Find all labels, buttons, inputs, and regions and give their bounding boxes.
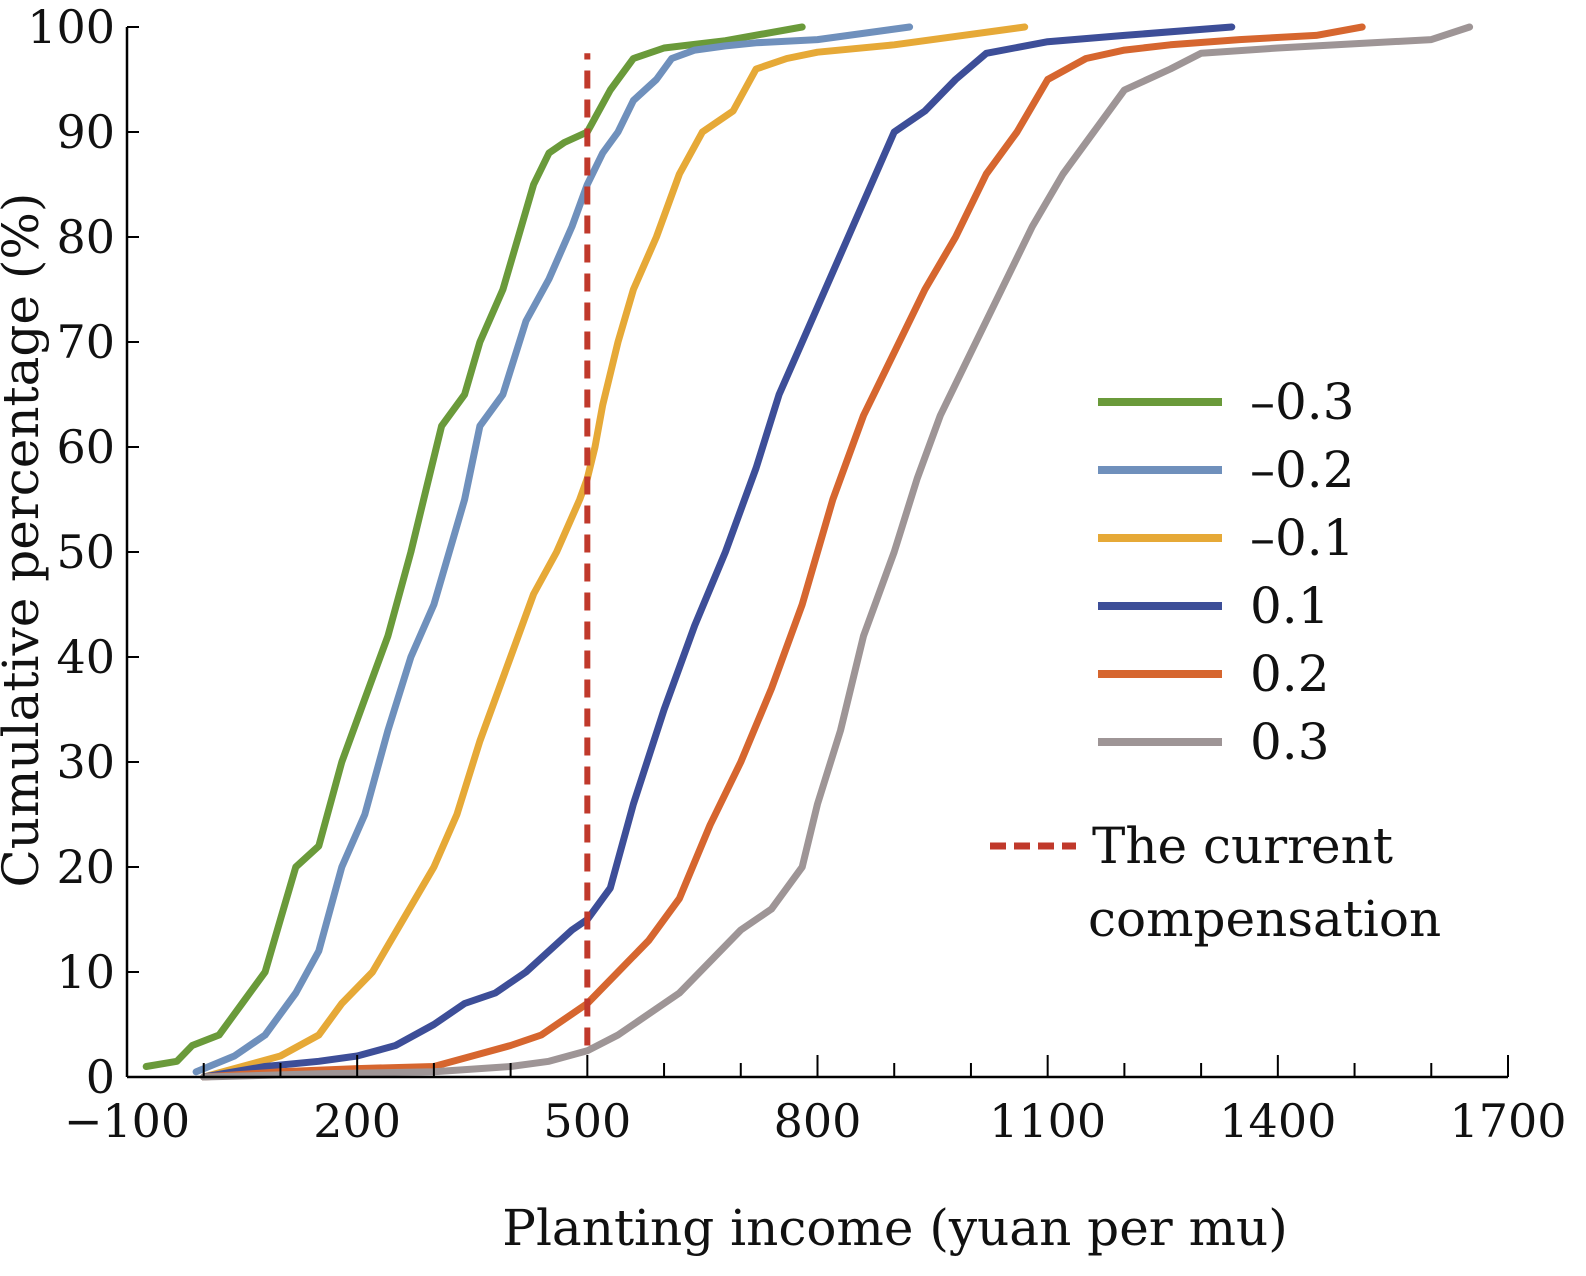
y-tick-label: 60 [56, 420, 115, 474]
legend: –0.3 –0.2 –0.1 0.1 0.2 0.3 The current compensa… [990, 373, 1441, 948]
series-line-3 [200, 23, 1029, 1081]
x-tick-label: 1700 [1449, 1094, 1566, 1148]
x-tick-label: 1400 [1219, 1094, 1336, 1148]
y-tick-label: 50 [56, 525, 115, 579]
legend-label-3: –0.1 [1250, 509, 1355, 567]
y-tick-label: 80 [56, 210, 115, 264]
y-tick-label: 30 [56, 735, 115, 789]
legend-label-4: 0.1 [1250, 577, 1330, 635]
y-tick-label: 90 [56, 105, 115, 159]
y-axis-title: Cumulative percentage (%) [0, 193, 50, 888]
y-tick-label: 20 [56, 840, 115, 894]
axes-layer: 0 10 20 30 40 50 60 70 80 90 100 −100 200 500 800 1100 1… [27, 0, 1566, 1148]
y-tick-label: 10 [56, 945, 115, 999]
legend-label-1: –0.3 [1250, 373, 1355, 431]
series-line-2 [192, 23, 914, 1076]
x-tick-label: 200 [313, 1094, 401, 1148]
legend-label-2: –0.2 [1250, 441, 1355, 499]
x-tick-label: 500 [543, 1094, 631, 1148]
series-line-4 [200, 23, 1236, 1081]
legend-label-5: 0.2 [1250, 645, 1330, 703]
x-tick-label: −100 [64, 1094, 190, 1148]
legend-label-reference-line1: The current [1092, 817, 1393, 875]
series-line-6 [200, 23, 1474, 1081]
y-tick-label: 100 [27, 0, 115, 54]
x-axis-title: Planting income (yuan per mu) [502, 1199, 1287, 1257]
y-tick-label: 0 [86, 1050, 115, 1104]
x-tick-label: 1100 [989, 1094, 1106, 1148]
y-tick-label: 40 [56, 630, 115, 684]
series-line-5 [200, 23, 1366, 1081]
legend-label-reference-line2: compensation [1088, 890, 1441, 948]
series-layer [142, 23, 1474, 1081]
series-line-1 [142, 23, 806, 1070]
y-tick-label: 70 [56, 315, 115, 369]
legend-label-6: 0.3 [1250, 713, 1330, 771]
x-tick-label: 800 [774, 1094, 862, 1148]
